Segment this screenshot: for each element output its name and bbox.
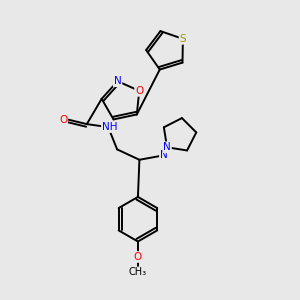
Text: NH: NH [102, 122, 117, 132]
Text: N: N [114, 76, 122, 86]
Text: O: O [134, 252, 142, 262]
Text: S: S [180, 34, 186, 44]
Text: N: N [163, 142, 171, 152]
Text: N: N [160, 150, 168, 160]
Text: O: O [59, 115, 67, 125]
Text: CH₃: CH₃ [129, 267, 147, 278]
Text: O: O [135, 86, 143, 96]
